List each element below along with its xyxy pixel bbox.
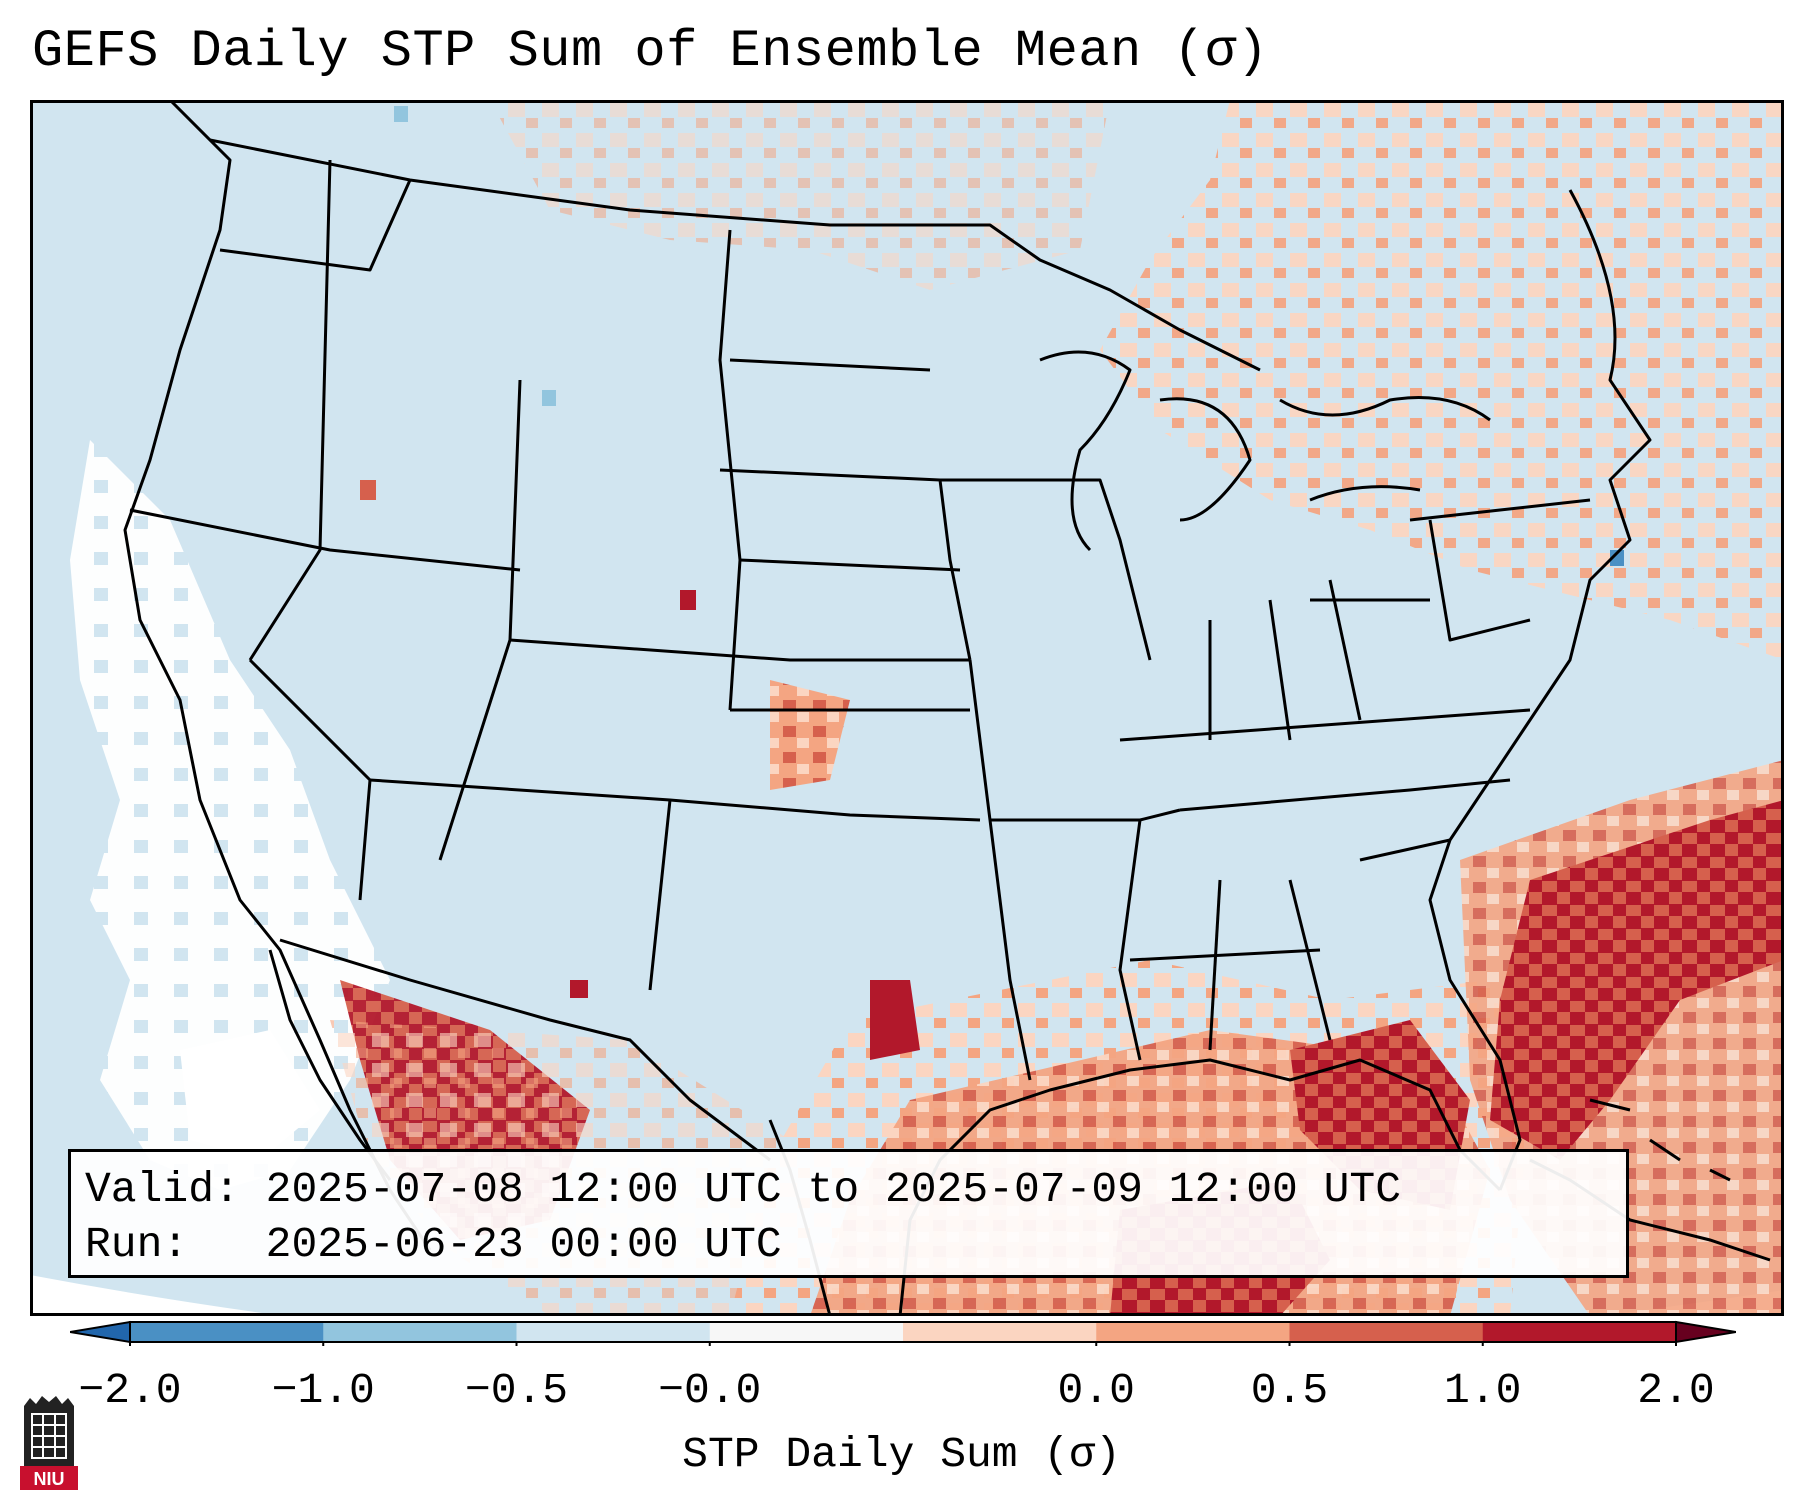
chart-title: GEFS Daily STP Sum of Ensemble Mean (σ) xyxy=(32,22,1269,81)
run-label: Run: xyxy=(85,1220,189,1269)
colorbar-label: STP Daily Sum (σ) xyxy=(682,1430,1121,1479)
logo-text: NIU xyxy=(34,1469,65,1489)
coastline-and-borders xyxy=(123,100,1652,1316)
colorbar-tick-label: −0.0 xyxy=(658,1366,762,1415)
colorbar-tick-label: −0.5 xyxy=(464,1366,569,1415)
northern-plains-anomaly-area xyxy=(490,100,1110,290)
colorbar-tick-label: 0.0 xyxy=(1057,1366,1135,1415)
colorbar-under-arrow xyxy=(70,1320,131,1344)
colorbar-bin xyxy=(130,1322,324,1342)
colorbar-bin xyxy=(323,1322,517,1342)
colorbar xyxy=(70,1320,1736,1346)
valid-time-range: 2025-07-08 12:00 UTC to 2025-07-09 12:00… xyxy=(265,1165,1402,1214)
colorbar-tick-label: −1.0 xyxy=(271,1366,375,1415)
colorbar-bin xyxy=(516,1322,711,1342)
colorbar-bin xyxy=(1096,1322,1290,1342)
atlantic-hot-area xyxy=(1490,800,1784,1160)
colorbar-tick-label: 1.0 xyxy=(1444,1366,1522,1415)
colorbar-bin xyxy=(1482,1322,1677,1342)
valid-label: Valid: xyxy=(85,1165,240,1214)
colorbar-tick-label: −2.0 xyxy=(78,1366,182,1415)
projection-edge xyxy=(30,1275,1784,1316)
colorbar-tick-label: 0.5 xyxy=(1250,1366,1329,1415)
map-frame xyxy=(30,100,1784,1316)
colorbar-over-arrow xyxy=(1675,1320,1736,1344)
run-time: 2025-06-23 00:00 UTC xyxy=(265,1220,782,1269)
colorbar-bin xyxy=(709,1322,904,1342)
niu-logo: NIU xyxy=(20,1396,78,1490)
baja-neutral-area xyxy=(180,1030,320,1160)
colorbar-bin xyxy=(1289,1322,1484,1342)
colorbar-tick-label: 2.0 xyxy=(1637,1366,1715,1415)
valid-run-box: Valid: 2025-07-08 12:00 UTC to 2025-07-0… xyxy=(68,1149,1629,1278)
texas-spots xyxy=(870,980,920,1060)
colorbar-frame xyxy=(129,1321,1677,1343)
pacific-neutral-area xyxy=(70,440,390,1190)
map-panel xyxy=(30,100,1784,1316)
colorbar-bin xyxy=(903,1322,1097,1342)
southern-plains-spots xyxy=(770,680,850,790)
northeast-anomaly-area xyxy=(1100,100,1784,660)
